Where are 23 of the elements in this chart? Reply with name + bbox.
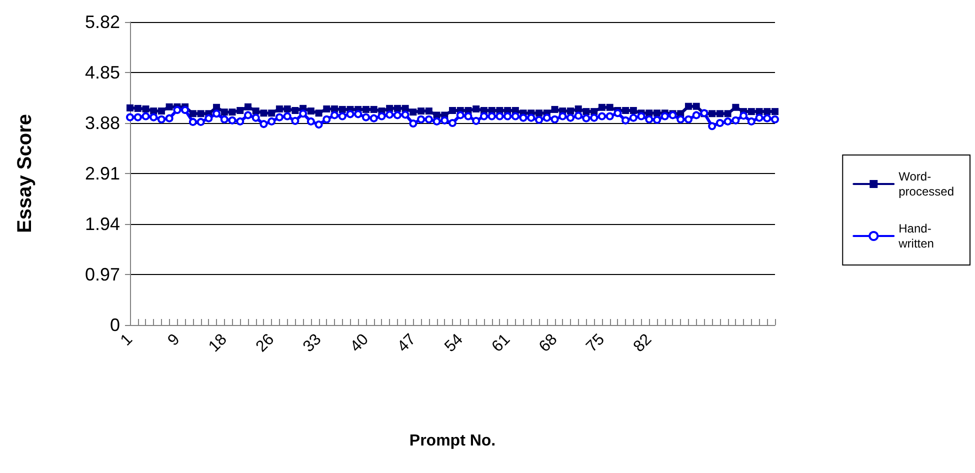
x-tick-label: 18	[206, 330, 230, 356]
x-tick-label: 68	[536, 330, 561, 356]
y-tick-label: 0.97	[84, 264, 120, 284]
x-tick-label: 9	[164, 330, 184, 350]
x-tick-label: 82	[630, 330, 656, 356]
x-tick-label: 26	[253, 330, 278, 356]
y-tick-label: 1.94	[84, 214, 120, 234]
legend-label: Word-processed	[898, 170, 954, 198]
x-axis-title: Prompt No.	[409, 432, 496, 450]
x-tick-label: 75	[583, 330, 608, 356]
x-tick-label: 61	[488, 330, 514, 356]
y-tick-label: 4.85	[84, 62, 120, 82]
x-tick-label: 1	[118, 330, 136, 350]
x-tick-label: 47	[394, 330, 420, 356]
y-tick-label: 5.82	[84, 12, 120, 32]
y-tick-label: 0	[110, 315, 120, 335]
x-tick-label: 33	[300, 330, 325, 356]
x-tick-label: 40	[347, 330, 372, 356]
y-tick-label: 2.91	[84, 164, 120, 184]
x-tick-label: 54	[442, 330, 466, 356]
y-axis-title: Essay Score	[14, 114, 36, 233]
legend-label: Hand-written	[898, 222, 934, 250]
y-tick-label: 3.88	[84, 113, 120, 133]
